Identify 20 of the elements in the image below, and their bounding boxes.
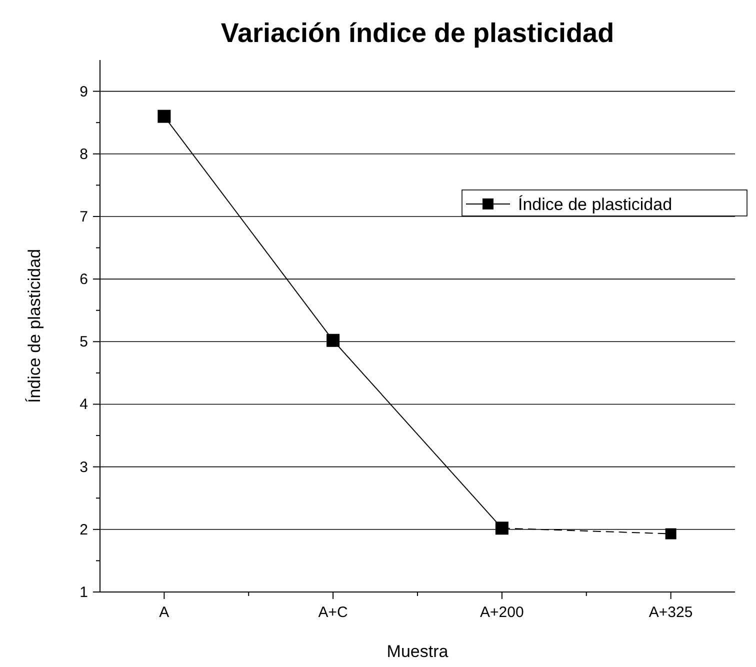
point xyxy=(326,334,340,347)
x-tick-label: A+325 xyxy=(648,604,693,621)
x-tick-label: A+200 xyxy=(480,604,524,621)
x-axis-title: Muestra xyxy=(386,642,449,661)
y-tick-label: 7 xyxy=(80,208,88,226)
y-tick-label: 8 xyxy=(80,146,88,163)
point xyxy=(158,110,171,123)
y-tick-label: 2 xyxy=(80,521,88,538)
y-tick-label: 9 xyxy=(80,83,88,100)
x-tick-label: A+C xyxy=(318,604,348,621)
y-axis-title: Índice de plasticidad xyxy=(25,248,44,404)
chart-title: Variación índice de plasticidad xyxy=(220,18,614,48)
point xyxy=(665,528,676,540)
y-tick-label: 6 xyxy=(80,271,88,288)
y-tick-label: 3 xyxy=(80,458,88,476)
legend-label: Índice de plasticidad xyxy=(518,194,672,214)
y-tick-label: 1 xyxy=(80,584,88,601)
y-tick-label: 5 xyxy=(80,334,88,351)
x-tick-label: A xyxy=(159,604,170,621)
y-tick-label: 4 xyxy=(80,396,88,414)
